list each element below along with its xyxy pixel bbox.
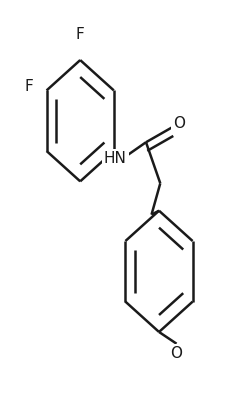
Text: O: O	[170, 346, 182, 361]
Text: HN: HN	[103, 151, 126, 166]
Text: F: F	[76, 28, 84, 43]
Text: F: F	[24, 79, 33, 94]
Text: O: O	[172, 116, 184, 131]
